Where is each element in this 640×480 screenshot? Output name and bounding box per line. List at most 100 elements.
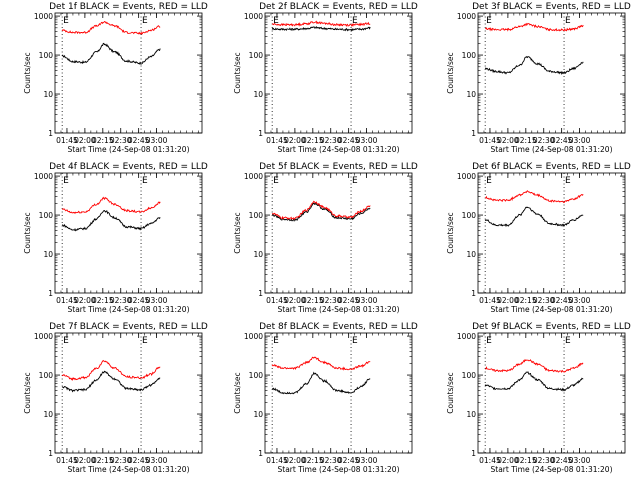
plot-frame <box>54 172 203 294</box>
y-tick-label: 100 <box>39 211 54 220</box>
x-tick-label: 01:45 <box>56 136 78 145</box>
x-tick-label: 01:45 <box>266 136 288 145</box>
y-tick-label: 1000 <box>457 172 476 181</box>
events-series-line <box>271 26 371 32</box>
x-tick-label: 02:15 <box>302 296 324 305</box>
y-axis-label: Counts/sec <box>23 52 32 93</box>
marker-label: E <box>486 16 492 26</box>
marker-label: E <box>63 16 69 26</box>
marker-label: E <box>273 16 279 26</box>
chart-panel: Det 3f BLACK = Events, RED = LLD 1 10 100 10… <box>446 2 631 154</box>
y-tick-label: 1 <box>471 129 476 138</box>
chart-title: Det 9f BLACK = Events, RED = LLD <box>472 322 631 332</box>
events-series-line <box>62 210 161 232</box>
y-axis-label: Counts/sec <box>233 52 242 93</box>
y-tick-label: 1 <box>471 449 476 458</box>
x-tick-label: 02:30 <box>533 456 555 465</box>
marker-label: E <box>352 16 358 26</box>
x-tick-label: 02:45 <box>338 296 360 305</box>
x-tick-label: 02:45 <box>128 296 150 305</box>
y-tick-label: 1000 <box>34 332 53 341</box>
y-tick-label: 1 <box>471 289 476 298</box>
y-axis-label: Counts/sec <box>446 52 455 93</box>
marker-label: E <box>352 176 358 186</box>
chart-title: Det 1f BLACK = Events, RED = LLD <box>49 2 208 12</box>
plot-frame <box>264 172 413 294</box>
x-tick-label: 02:30 <box>320 456 342 465</box>
x-tick-label: 02:30 <box>110 456 132 465</box>
marker-label: E <box>63 336 69 346</box>
events-series-line <box>62 370 161 393</box>
x-tick-label: 02:15 <box>92 456 114 465</box>
x-tick-label: 01:45 <box>479 456 501 465</box>
chart-title: Det 5f BLACK = Events, RED = LLD <box>259 162 418 172</box>
lld-series-line <box>61 359 161 382</box>
chart-panel: Det 8f BLACK = Events, RED = LLD 1 10 100 10… <box>233 322 418 474</box>
chart-panel: Det 6f BLACK = Events, RED = LLD 1 10 100 10… <box>446 162 631 314</box>
y-tick-label: 10 <box>253 90 263 99</box>
x-tick-label: 02:30 <box>110 136 132 145</box>
x-tick-label: 01:45 <box>56 456 78 465</box>
lld-series-line <box>485 358 584 374</box>
x-tick-label: 02:00 <box>284 296 306 305</box>
lld-series-line <box>485 22 584 32</box>
x-tick-label: 01:45 <box>266 456 288 465</box>
chart-title: Det 6f BLACK = Events, RED = LLD <box>472 162 631 172</box>
x-tick-label: 01:45 <box>56 296 78 305</box>
y-axis-label: Counts/sec <box>446 372 455 413</box>
x-axis-label: Start Time (24-Sep-08 01:31:20) <box>491 305 613 314</box>
plot-frame <box>54 12 203 134</box>
lld-series-line <box>271 20 371 27</box>
lld-series-line <box>61 196 161 215</box>
marker-label: E <box>565 336 571 346</box>
chart-title: Det 7f BLACK = Events, RED = LLD <box>49 322 208 332</box>
y-tick-label: 1 <box>258 449 263 458</box>
y-tick-label: 1 <box>48 289 53 298</box>
x-tick-label: 02:00 <box>497 456 519 465</box>
y-tick-label: 100 <box>249 211 264 220</box>
chart-panel: Det 9f BLACK = Events, RED = LLD 1 10 100 10… <box>446 322 631 474</box>
chart-panel: Det 5f BLACK = Events, RED = LLD 1 10 100 10… <box>233 162 418 314</box>
x-tick-label: 03:00 <box>356 296 378 305</box>
x-tick-label: 02:30 <box>110 296 132 305</box>
x-tick-label: 02:45 <box>128 456 150 465</box>
x-tick-label: 03:00 <box>569 456 591 465</box>
y-tick-label: 100 <box>462 51 477 60</box>
y-tick-label: 10 <box>43 90 53 99</box>
x-tick-label: 03:00 <box>146 296 168 305</box>
x-tick-label: 02:15 <box>302 456 324 465</box>
x-tick-label: 01:45 <box>479 136 501 145</box>
plot-frame <box>264 12 413 134</box>
y-tick-label: 100 <box>462 211 477 220</box>
x-axis-label: Start Time (24-Sep-08 01:31:20) <box>491 145 613 154</box>
x-tick-label: 02:45 <box>551 136 573 145</box>
y-axis-label: Counts/sec <box>233 212 242 253</box>
events-series-line <box>484 206 584 228</box>
x-tick-label: 02:15 <box>515 456 537 465</box>
x-axis-label: Start Time (24-Sep-08 01:31:20) <box>68 465 190 474</box>
plot-frame <box>477 332 626 454</box>
x-tick-label: 03:00 <box>569 296 591 305</box>
y-tick-label: 1 <box>48 129 53 138</box>
y-tick-label: 100 <box>39 51 54 60</box>
x-axis-label: Start Time (24-Sep-08 01:31:20) <box>68 145 190 154</box>
y-axis-label: Counts/sec <box>233 372 242 413</box>
x-tick-label: 02:15 <box>515 136 537 145</box>
y-axis-label: Counts/sec <box>446 212 455 253</box>
x-tick-label: 02:00 <box>284 456 306 465</box>
chart-title: Det 4f BLACK = Events, RED = LLD <box>49 162 208 172</box>
events-series-line <box>484 371 584 392</box>
marker-label: E <box>486 176 492 186</box>
y-tick-label: 1000 <box>34 12 53 21</box>
x-tick-label: 02:45 <box>128 136 150 145</box>
marker-label: E <box>352 336 358 346</box>
y-tick-label: 1000 <box>34 172 53 181</box>
marker-label: E <box>565 176 571 186</box>
plot-frame <box>477 12 626 134</box>
x-tick-label: 03:00 <box>146 136 168 145</box>
x-axis-label: Start Time (24-Sep-08 01:31:20) <box>278 465 400 474</box>
x-tick-label: 02:30 <box>320 136 342 145</box>
y-tick-label: 100 <box>249 51 264 60</box>
lld-series-line <box>61 21 161 35</box>
events-series-line <box>271 371 371 395</box>
